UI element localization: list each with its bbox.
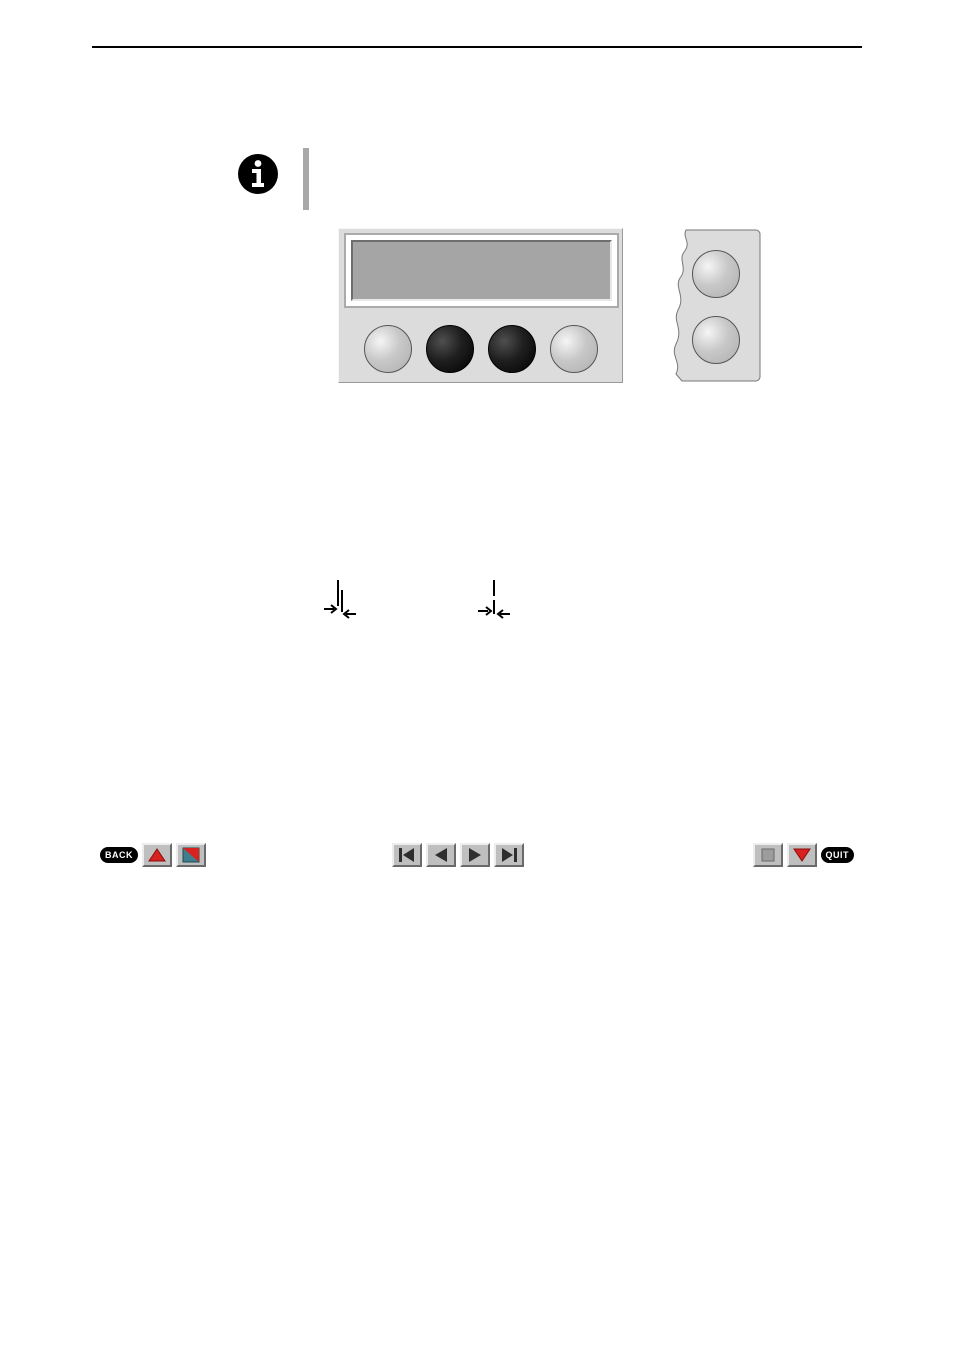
triangle-right-icon	[466, 847, 484, 863]
fwd-button[interactable]	[460, 843, 490, 867]
skip-fwd-icon	[500, 847, 518, 863]
skip-back-icon	[398, 847, 416, 863]
triangle-down-icon	[793, 848, 811, 862]
knob-1	[364, 325, 412, 373]
bookmark-button[interactable]	[176, 843, 206, 867]
info-icon	[236, 152, 280, 196]
nav-right-group: QUIT	[753, 843, 855, 867]
side-knob-bottom	[692, 316, 740, 364]
quit-pill: QUIT	[821, 847, 855, 863]
cursor-glyph-right	[478, 580, 512, 624]
knob-2	[426, 325, 474, 373]
square-icon	[761, 848, 775, 862]
cursor-glyph-left	[324, 580, 358, 624]
control-panel	[338, 228, 623, 383]
lcd-frame	[344, 233, 619, 308]
front-knob-row	[339, 321, 622, 377]
stop-button[interactable]	[753, 843, 783, 867]
back-pill: BACK	[100, 847, 138, 863]
side-knob-top	[692, 250, 740, 298]
section-divider	[303, 148, 309, 210]
header-rule	[92, 46, 862, 48]
flag-icon	[182, 847, 200, 863]
triangle-up-icon	[148, 848, 166, 862]
nav-left-group: BACK	[100, 843, 206, 867]
back-button[interactable]	[426, 843, 456, 867]
last-button[interactable]	[494, 843, 524, 867]
triangle-left-icon	[432, 847, 450, 863]
lcd-screen	[351, 240, 612, 301]
side-panel-fragment	[658, 228, 763, 383]
prev-page-button[interactable]	[142, 843, 172, 867]
knob-4	[550, 325, 598, 373]
page-nav: BACK	[0, 843, 954, 873]
next-page-button[interactable]	[787, 843, 817, 867]
nav-center-group	[392, 843, 524, 867]
knob-3	[488, 325, 536, 373]
first-button[interactable]	[392, 843, 422, 867]
